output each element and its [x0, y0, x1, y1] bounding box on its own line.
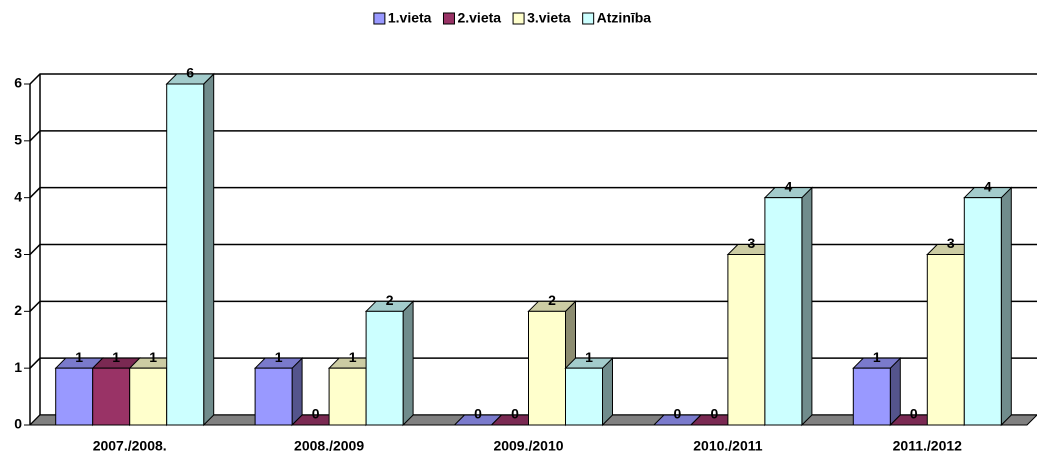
legend-swatch — [373, 12, 386, 25]
x-tick-label: 2008./2009 — [294, 438, 364, 454]
value-label: 1 — [873, 349, 881, 365]
value-label: 0 — [312, 406, 320, 422]
value-label: 0 — [474, 406, 482, 422]
value-label: 1 — [585, 349, 593, 365]
legend-label: 1.vieta — [388, 10, 432, 26]
y-tick-label: 1 — [14, 359, 22, 375]
value-label: 3 — [748, 235, 756, 251]
y-tick-label: 2 — [14, 302, 22, 318]
value-label: 6 — [186, 65, 194, 81]
bar — [963, 186, 1013, 427]
value-label: 1 — [149, 349, 157, 365]
y-tick-label: 4 — [14, 188, 22, 204]
value-label: 0 — [711, 406, 719, 422]
value-label: 0 — [511, 406, 519, 422]
legend-label: 2.vieta — [457, 10, 501, 26]
bar — [364, 300, 415, 427]
legend-swatch — [582, 12, 595, 25]
legend-label: Atzinība — [597, 10, 652, 26]
value-label: 0 — [910, 406, 918, 422]
bar — [564, 356, 614, 427]
x-tick-label: 2010./2011 — [693, 438, 763, 454]
x-tick-label: 2009./2010 — [493, 438, 563, 454]
value-label: 3 — [947, 235, 955, 251]
value-label: 1 — [112, 349, 120, 365]
bar — [527, 300, 577, 427]
y-tick-label: 6 — [14, 75, 22, 91]
bar — [763, 186, 814, 427]
value-label: 2 — [548, 292, 556, 308]
value-label: 1 — [75, 349, 83, 365]
y-tick-label: 5 — [14, 132, 22, 148]
legend-label: 3.vieta — [527, 10, 571, 26]
bar — [253, 356, 304, 427]
legend-swatch — [512, 12, 525, 25]
y-tick-label: 0 — [14, 416, 22, 432]
bar — [165, 72, 215, 427]
bar — [852, 356, 902, 427]
value-label: 4 — [785, 178, 793, 194]
legend-swatch — [442, 12, 455, 25]
value-label: 4 — [984, 178, 992, 194]
value-label: 2 — [386, 292, 394, 308]
value-label: 1 — [349, 349, 357, 365]
value-label: 1 — [275, 349, 283, 365]
y-tick-label: 3 — [14, 245, 22, 261]
bar — [54, 356, 104, 427]
value-label: 0 — [674, 406, 682, 422]
x-tick-label: 2011./2012 — [893, 438, 963, 454]
x-tick-label: 2007./2008. — [93, 438, 167, 454]
